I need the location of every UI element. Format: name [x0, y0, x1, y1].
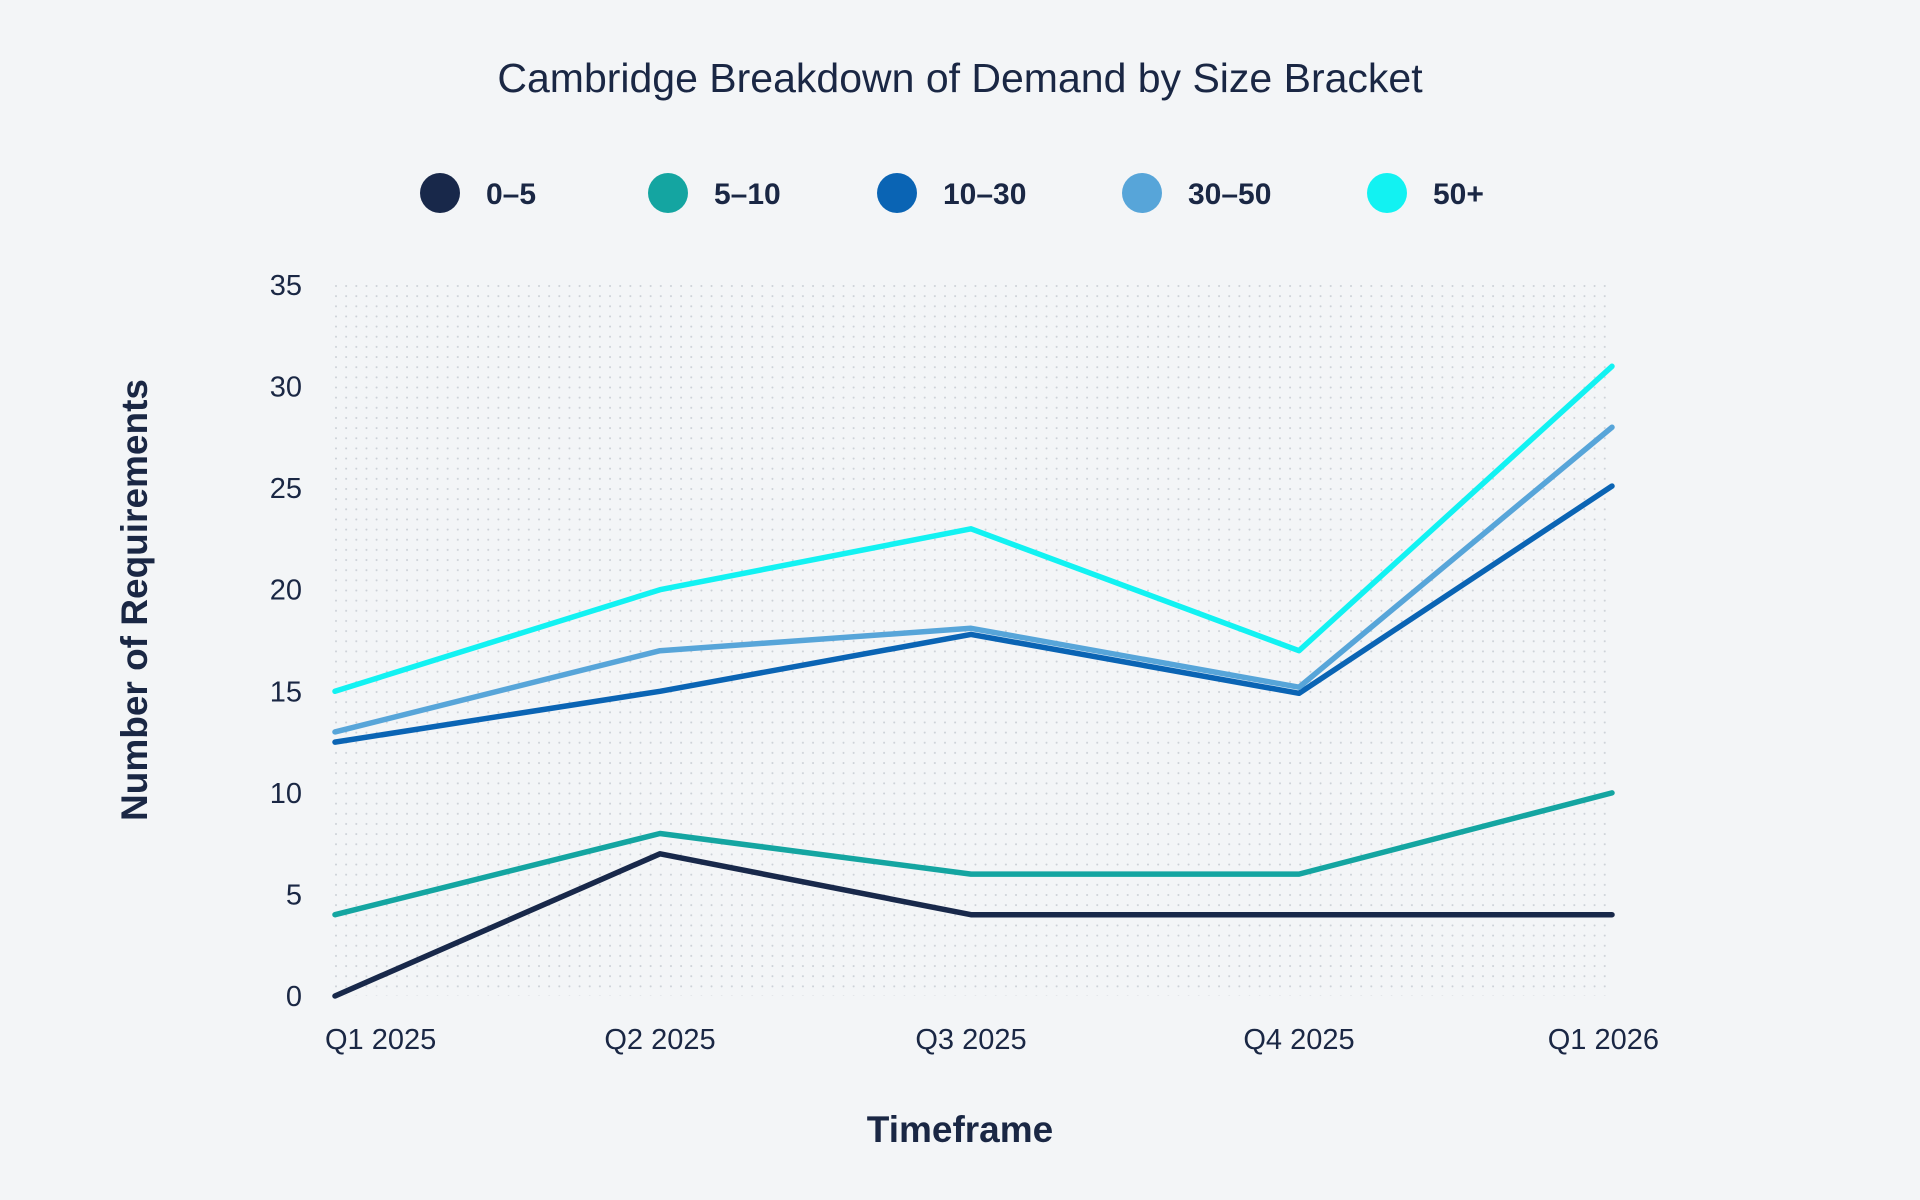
y-tick-label: 25 — [270, 473, 302, 505]
legend-marker — [1367, 173, 1407, 213]
y-tick-label: 30 — [270, 372, 302, 404]
legend-label: 0–5 — [486, 178, 536, 211]
legend-marker — [877, 173, 917, 213]
y-axis-title: Number of Requirements — [114, 379, 155, 821]
legend-label: 30–50 — [1188, 178, 1271, 211]
y-tick-label: 5 — [286, 879, 302, 911]
x-tick-label: Q4 2025 — [1243, 1024, 1354, 1056]
legend-label: 50+ — [1433, 178, 1484, 211]
y-tick-label: 20 — [270, 575, 302, 607]
y-tick-label: 0 — [286, 981, 302, 1013]
x-axis-title: Timeframe — [867, 1109, 1053, 1150]
y-tick-label: 10 — [270, 778, 302, 810]
legend-label: 10–30 — [943, 178, 1026, 211]
series-line-0–5 — [332, 851, 1615, 999]
series-lines — [332, 363, 1615, 999]
series-line-30–50 — [332, 424, 1615, 735]
x-tick-label: Q1 2026 — [1548, 1024, 1659, 1056]
series-line-50+ — [332, 363, 1615, 695]
chart-title: Cambridge Breakdown of Demand by Size Br… — [497, 55, 1423, 101]
series-line-10–30 — [332, 483, 1615, 745]
legend-marker — [1122, 173, 1162, 213]
x-tick-label: Q2 2025 — [604, 1024, 715, 1056]
grid-dots — [335, 285, 1612, 996]
y-axis-ticks: 0 5 10 15 20 25 30 35 — [270, 270, 302, 1013]
y-tick-label: 35 — [270, 270, 302, 302]
legend-marker — [420, 173, 460, 213]
x-tick-label: Q3 2025 — [915, 1024, 1026, 1056]
x-axis-ticks: Q1 2025 Q2 2025 Q3 2025 Q4 2025 Q1 2026 — [325, 1024, 1659, 1056]
legend-label: 5–10 — [714, 178, 781, 211]
y-tick-label: 15 — [270, 676, 302, 708]
legend-marker — [648, 173, 688, 213]
x-tick-label: Q1 2025 — [325, 1024, 436, 1056]
legend: 0–5 5–10 10–30 30–50 50+ — [420, 173, 1484, 213]
plot-grid — [335, 285, 1612, 996]
series-line-5–10 — [332, 790, 1615, 918]
